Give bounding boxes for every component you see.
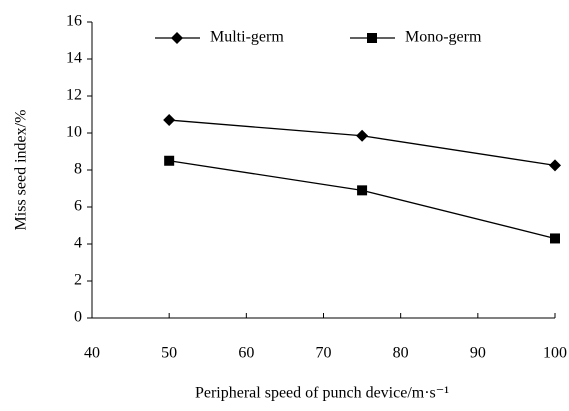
marker [549,159,561,172]
legend-label: Multi-germ [210,29,284,46]
series-line [169,119,556,167]
y-tick-label: 12 [66,87,82,104]
x-tick-label: 100 [543,345,567,362]
x-axis-title: Peripheral speed of punch device/m·s⁻¹ [195,385,449,402]
x-tick-label: 90 [470,345,486,362]
series-line [169,160,556,240]
marker [550,233,560,244]
y-tick-label: 6 [74,198,82,215]
legend-label: Mono-germ [405,29,482,46]
marker [164,155,175,166]
marker [367,33,377,43]
y-tick-label: 14 [66,50,82,67]
y-tick-label: 4 [74,235,82,252]
x-tick-label: 80 [393,345,409,362]
y-axis-title: Miss seed index/% [13,110,30,231]
y-tick-label: 10 [66,124,82,141]
x-tick-label: 60 [238,345,254,362]
y-tick-label: 0 [74,309,82,326]
y-tick-label: 8 [74,161,82,178]
x-tick-label: 70 [316,345,332,362]
marker [163,114,176,127]
marker [357,185,368,196]
x-tick-label: 40 [84,345,100,362]
marker [356,129,369,142]
y-tick-label: 16 [66,13,82,30]
x-tick-label: 50 [161,345,177,362]
marker [171,32,183,44]
y-tick-label: 2 [74,272,82,289]
